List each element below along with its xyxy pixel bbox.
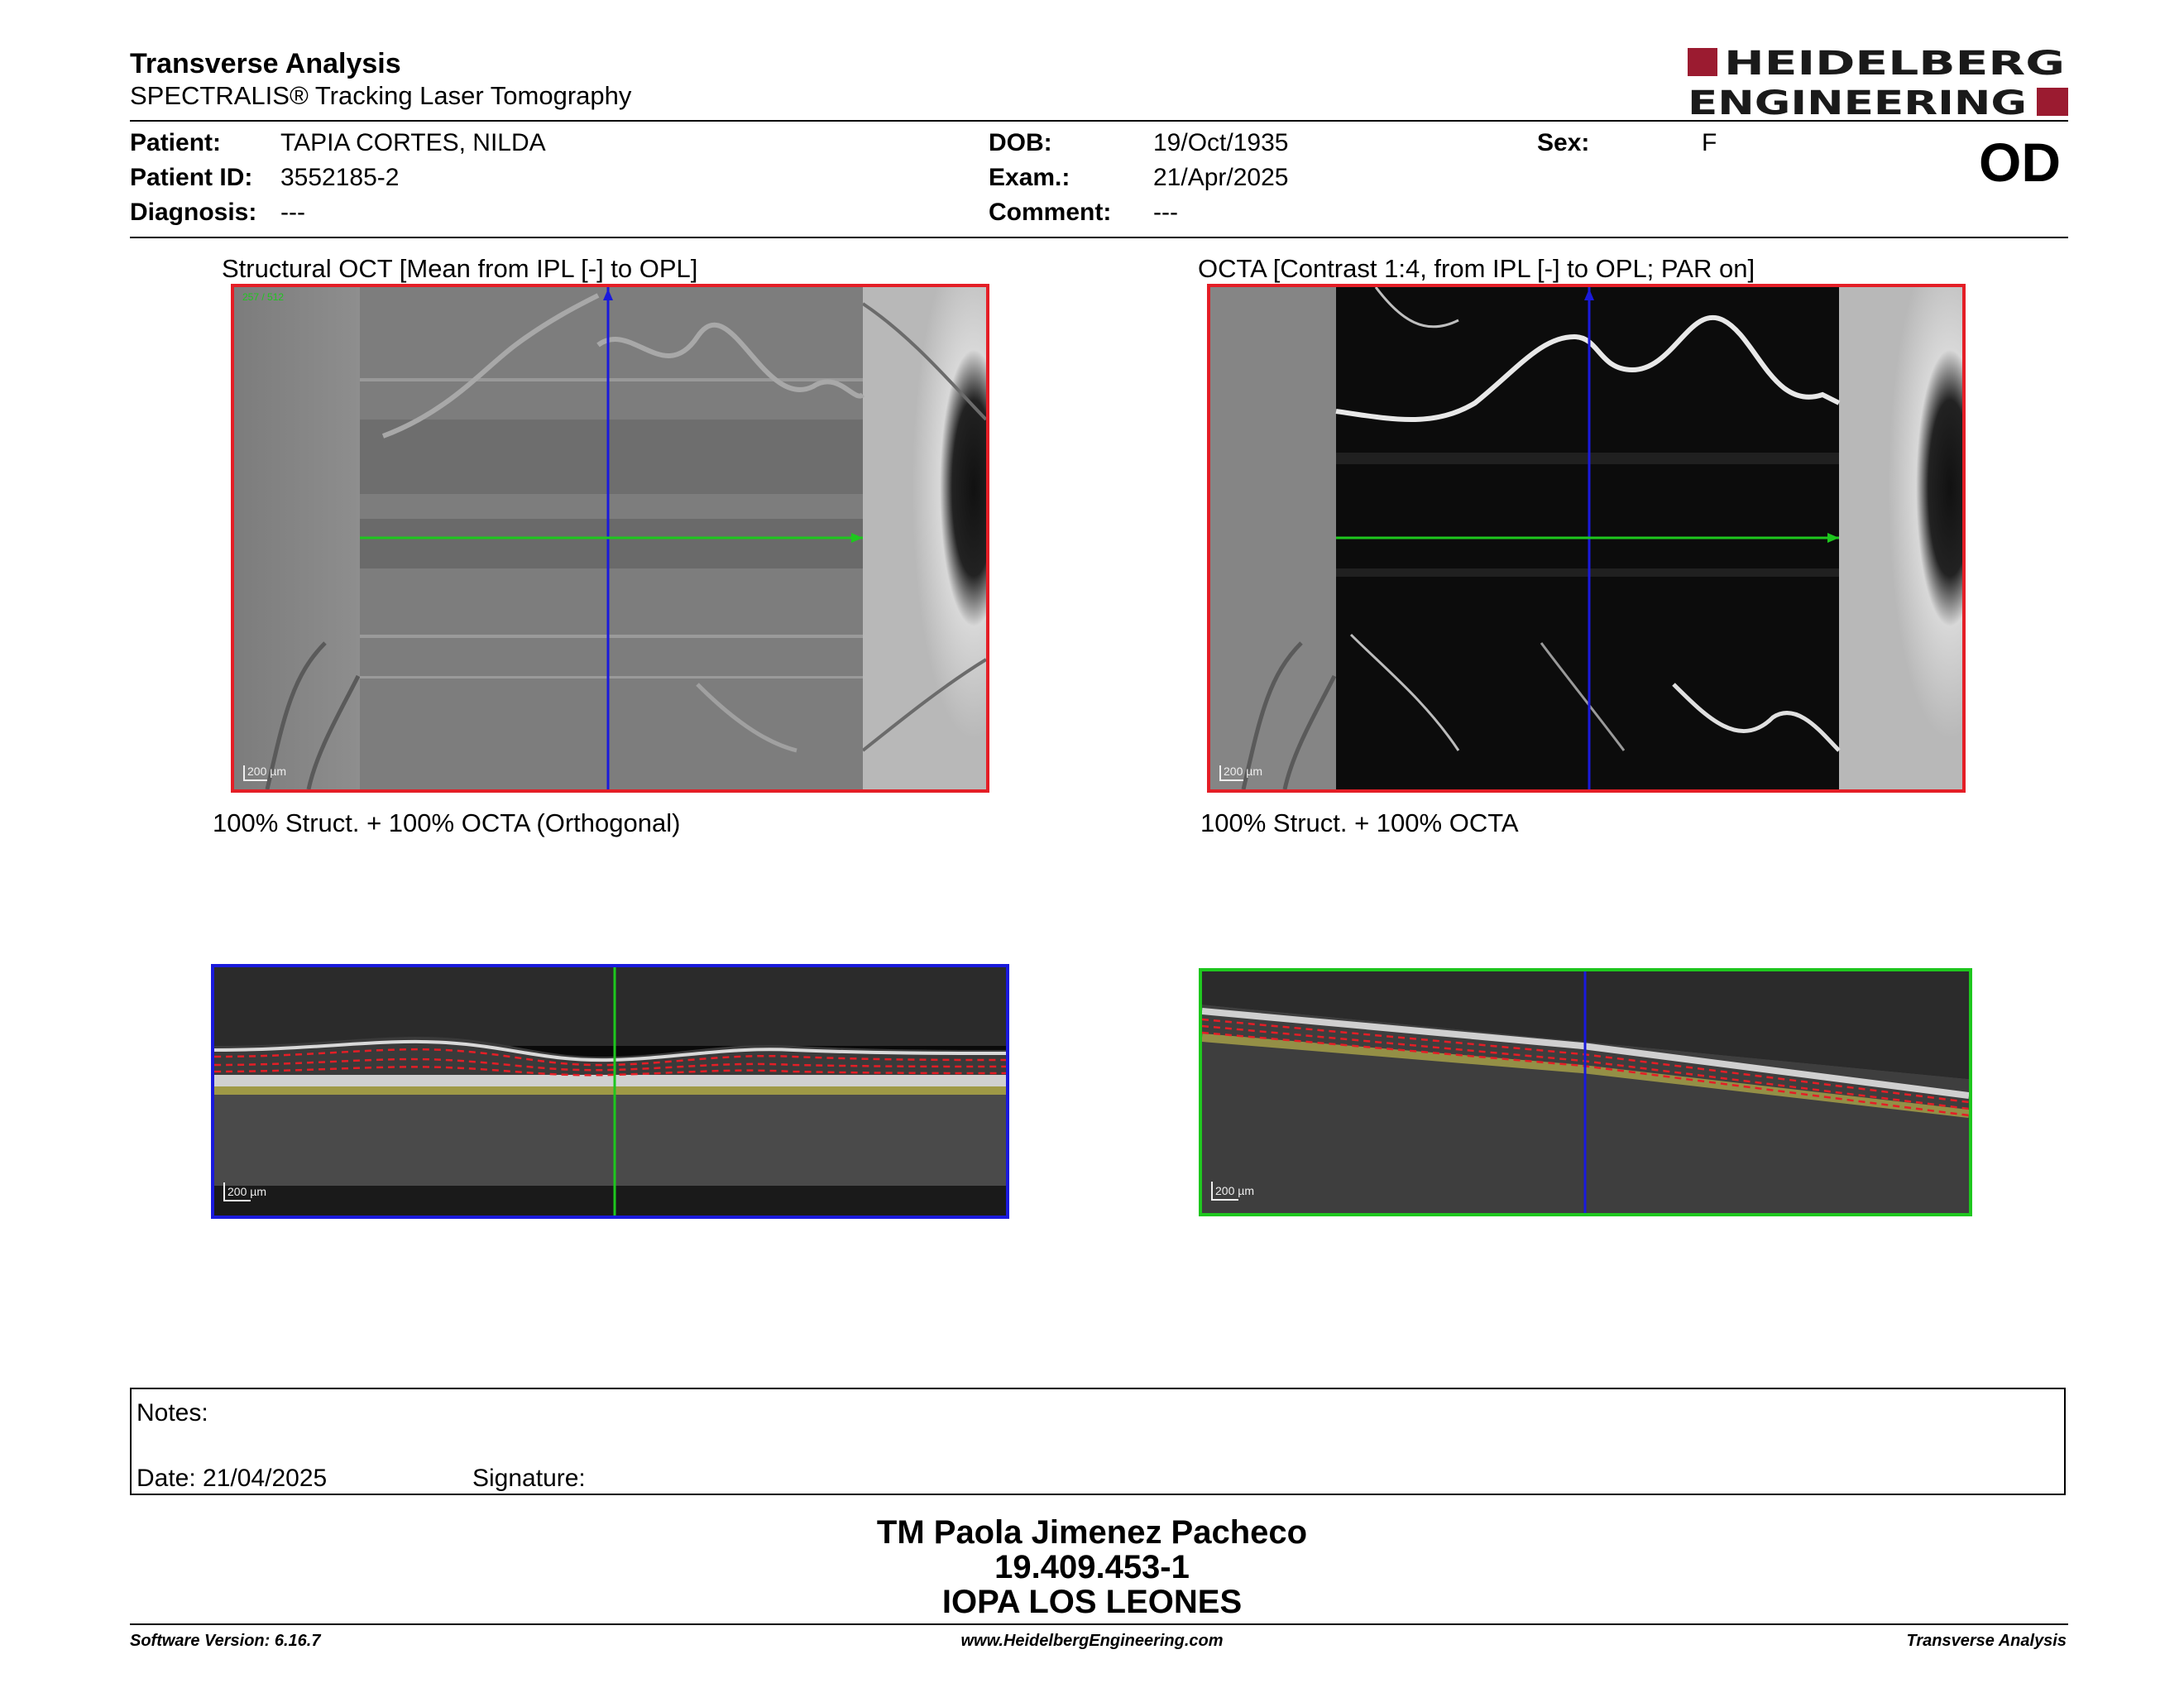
eye-indicator: OD — [1979, 132, 2061, 193]
signature-label: Signature: — [472, 1465, 586, 1492]
logo-line1: HEIDELBERG — [1724, 46, 2065, 83]
footer-divider — [130, 1623, 2068, 1625]
operator-id: 19.409.453-1 — [994, 1549, 1190, 1585]
exam-value: 21/Apr/2025 — [1153, 164, 1289, 191]
bscan-left-caption: 100% Struct. + 100% OCTA (Orthogonal) — [213, 808, 681, 837]
diagnosis-label: Diagnosis: — [130, 199, 257, 226]
notes-box: Notes: Date: 21/04/2025 Signature: — [130, 1388, 2066, 1495]
comment-label: Comment: — [989, 199, 1112, 226]
scale-bar-label: 200 µm — [1224, 765, 1262, 778]
comment-value: --- — [1153, 199, 1178, 226]
scale-bar-label: 200 µm — [247, 765, 286, 778]
diagnosis-value: --- — [280, 199, 305, 226]
patient-id-value: 3552185-2 — [280, 164, 400, 191]
bscan-image: 200 µm — [1199, 968, 1972, 1216]
footer-report-type: Transverse Analysis — [1906, 1632, 2067, 1650]
device-subtitle: SPECTRALIS® Tracking Laser Tomography — [130, 81, 632, 110]
octa-caption: OCTA [Contrast 1:4, from IPL [-] to OPL;… — [1198, 254, 1755, 283]
heidelberg-logo: HEIDELBERG ENGINEERING — [1688, 46, 2068, 117]
scale-bar-label: 200 µm — [1215, 1184, 1254, 1197]
structural-oct-caption: Structural OCT [Mean from IPL [-] to OPL… — [222, 254, 698, 283]
patient-name: TAPIA CORTES, NILDA — [280, 129, 546, 156]
patient-label: Patient: — [130, 129, 222, 156]
date-label: Date: 21/04/2025 — [136, 1465, 328, 1492]
sex-value: F — [1702, 129, 1717, 156]
structural-oct-image: 257 / 512 200 µm — [231, 284, 989, 793]
operator-site: IOPA LOS LEONES — [941, 1584, 1243, 1620]
website-link: www.HeidelbergEngineering.com — [960, 1632, 1224, 1650]
report-title: Transverse Analysis — [130, 48, 401, 79]
patient-id-label: Patient ID: — [130, 164, 253, 191]
patient-divider — [130, 237, 2068, 238]
bscan-orthogonal-image: 200 µm — [211, 964, 1009, 1219]
octa-image: 200 µm — [1207, 284, 1966, 793]
exam-label: Exam.: — [989, 164, 1070, 191]
scale-bar-label: 200 µm — [228, 1185, 266, 1198]
header-divider — [130, 120, 2068, 122]
notes-label: Notes: — [136, 1399, 208, 1427]
software-version: Software Version: 6.16.7 — [130, 1632, 321, 1650]
frame-counter: 257 / 512 — [242, 291, 284, 303]
dob-value: 19/Oct/1935 — [1153, 129, 1289, 156]
sex-label: Sex: — [1537, 129, 1590, 156]
bscan-right-caption: 100% Struct. + 100% OCTA — [1200, 808, 1519, 837]
dob-label: DOB: — [989, 129, 1052, 156]
operator-name: TM Paola Jimenez Pacheco — [876, 1514, 1308, 1551]
logo-line2: ENGINEERING — [1688, 84, 2027, 117]
